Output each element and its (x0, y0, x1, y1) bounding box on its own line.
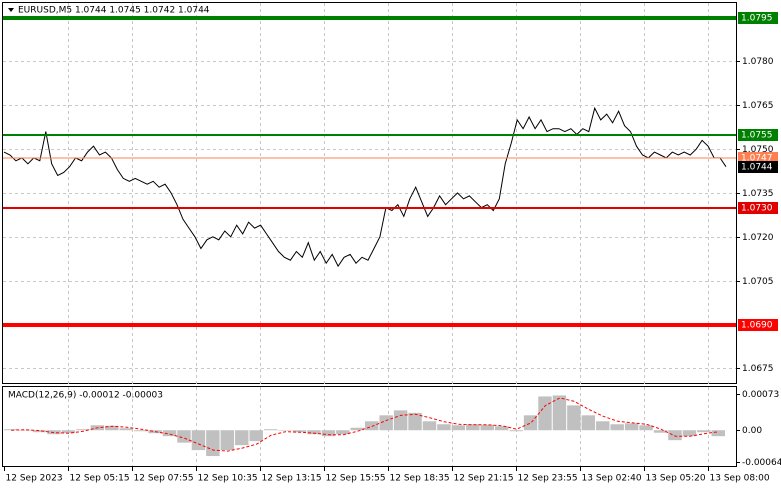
y-tick-label: 1.0720 (742, 233, 774, 243)
y-tick-label: -0.00064 (742, 458, 781, 468)
macd-bar (235, 430, 249, 446)
macd-bar (133, 430, 148, 432)
x-tick-label: 12 Sep 05:15 (70, 474, 130, 484)
macd-bar (682, 430, 697, 437)
macd-bar (596, 421, 610, 431)
x-tick-label: 12 Sep 10:35 (198, 474, 258, 484)
macd-bar (365, 421, 379, 431)
y-tick-label: 1.0780 (742, 57, 774, 67)
x-tick-label: 13 Sep 02:40 (582, 474, 642, 484)
macd-bar (263, 429, 278, 431)
macd-bar (393, 410, 408, 431)
level-label: 1.0730 (741, 204, 773, 214)
level-label: 1.0755 (741, 131, 773, 141)
macd-bar (451, 425, 466, 431)
macd-bar (278, 430, 292, 431)
y-tick-label: 1.0750 (742, 145, 774, 155)
macd-bar (292, 430, 307, 433)
macd-bar (408, 412, 422, 431)
macd-bar (466, 424, 480, 431)
macd-bar (437, 424, 451, 431)
level-label-bg (738, 202, 778, 214)
macd-bar (4, 429, 18, 431)
macd-bar (336, 430, 350, 435)
macd-bar (379, 415, 393, 431)
level-label: 1.0744 (741, 163, 773, 173)
macd-bar (76, 429, 90, 431)
y-tick-label: 1.0765 (742, 101, 774, 111)
x-tick-label: 12 Sep 15:55 (326, 474, 386, 484)
x-tick-label: 12 Sep 13:15 (262, 474, 322, 484)
y-tick-label: 1.0735 (742, 189, 774, 199)
macd-bar (307, 430, 321, 435)
macd-bar (480, 424, 494, 431)
macd-bar (509, 430, 523, 432)
macd-bar (668, 430, 682, 441)
macd-bar (119, 428, 133, 431)
level-label-bg (738, 129, 778, 141)
macd-bar (105, 425, 119, 431)
x-tick-label: 12 Sep 07:55 (134, 474, 194, 484)
macd-bar (711, 430, 725, 437)
y-tick-label: 0.00073 (742, 390, 779, 400)
x-tick-label: 12 Sep 2023 (6, 474, 63, 484)
macd-bar (177, 430, 191, 443)
macd-bar (552, 395, 567, 431)
x-tick-label: 12 Sep 21:15 (454, 474, 514, 484)
macd-bar (350, 427, 364, 431)
macd-bar (494, 426, 509, 431)
price-line (3, 106, 727, 268)
macd-bar (523, 415, 538, 431)
macd-bar (191, 430, 206, 451)
macd-bar (581, 415, 596, 431)
macd-bar (249, 430, 263, 442)
macd-bar (422, 421, 437, 431)
macd-bar (32, 430, 47, 433)
macd-bar (220, 430, 235, 451)
y-tick-label: 1.0675 (742, 364, 774, 374)
macd-bar (567, 405, 581, 431)
y-tick-label: 0.00 (742, 426, 762, 436)
level-label: 1.0747 (741, 154, 773, 164)
chart-layer: 12 Sep 2023 12 Sep 05:15 12 Sep 07:55 12 Se… (3, 3, 781, 484)
price-pane-frame (2, 2, 737, 384)
macd-bar (206, 430, 220, 457)
macd-bar (653, 430, 668, 433)
macd-bar (610, 424, 624, 431)
signal-line (11, 397, 719, 452)
x-tick-label: 12 Sep 23:55 (518, 474, 578, 484)
symbol-title: EURUSD,M5 1.0744 1.0745 1.0742 1.0744 (18, 6, 210, 16)
macd-bar (321, 430, 336, 437)
macd-bar (18, 430, 32, 431)
x-tick-label: 13 Sep 05:20 (646, 474, 706, 484)
level-label: 1.0795 (741, 14, 773, 24)
macd-bar (624, 423, 639, 431)
level-label-bg (738, 161, 778, 173)
macd-bar (697, 430, 711, 433)
level-label-bg (738, 319, 778, 331)
y-tick-label: 1.0705 (742, 277, 774, 287)
macd-bar (61, 430, 76, 434)
x-tick-label: 13 Sep 08:00 (710, 474, 770, 484)
level-label: 1.0690 (741, 321, 773, 331)
macd-bar (639, 425, 653, 431)
x-tick-label: 12 Sep 18:35 (390, 474, 450, 484)
macd-title: MACD(12,26,9) -0.00012 -0.00003 (8, 391, 163, 401)
macd-bar (538, 396, 552, 431)
menu-arrow (8, 8, 14, 12)
macd-pane-frame (2, 386, 737, 467)
macd-bar (162, 430, 177, 437)
level-label-bg (738, 12, 778, 24)
